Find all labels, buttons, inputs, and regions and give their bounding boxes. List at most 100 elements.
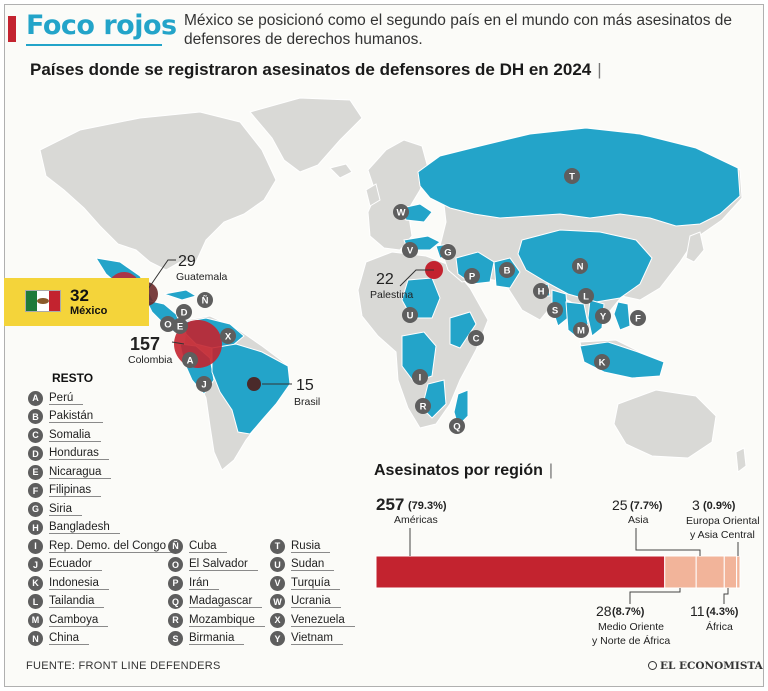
legend-letter-badge: U <box>270 557 285 573</box>
legend-country-name: Camboya <box>49 614 109 627</box>
colombia-value: 157 <box>130 334 160 354</box>
legend-country-name: Siria <box>49 503 83 516</box>
brand-accent-bar <box>8 16 16 42</box>
map-marker-letter: M <box>577 326 585 337</box>
map-marker: L <box>578 288 594 304</box>
map-markers: T W V G P B N H L S Y M F K U C I R Q Ñ DO E X A J <box>160 168 646 434</box>
legend-item: H Bangladesh <box>28 519 176 538</box>
legend-letter-badge: C <box>28 427 43 443</box>
map-marker-circle <box>572 258 588 274</box>
palestina-name: Palestina <box>370 289 413 301</box>
americas-name: Américas <box>394 514 438 526</box>
map-marker-circle <box>499 262 515 278</box>
map-marker-circle <box>594 354 610 370</box>
legend-item: E Nicaragua <box>28 463 176 482</box>
publisher-logo: EL ECONOMISTA <box>648 660 763 672</box>
legend-country-name: Vietnam <box>291 632 343 646</box>
legend-item: D Honduras <box>28 445 176 464</box>
subtitle: México se posicionó como el segundo país… <box>184 12 732 48</box>
europe-pct: (0.9%) <box>703 500 736 512</box>
mena-name-2: y Norte de África <box>592 634 670 647</box>
map-marker-circle <box>440 244 456 260</box>
legend-country-name: Mozambique <box>189 614 265 627</box>
legend-item: Ñ Cuba <box>168 537 265 556</box>
legend-letter-badge: M <box>28 612 43 628</box>
land-new-zealand <box>735 447 747 473</box>
region-title-pipe: | <box>548 462 554 479</box>
legend-country-name: Birmania <box>189 632 245 646</box>
land-north-america <box>39 111 277 271</box>
map-marker-circle <box>196 376 212 392</box>
legend-letter-badge: Y <box>270 631 285 647</box>
legend-letter-badge: S <box>168 631 183 647</box>
legend-letter-badge: P <box>168 575 183 591</box>
asia-name: Asia <box>628 514 649 526</box>
map-marker: P <box>464 268 480 284</box>
africa-name: África <box>706 620 733 633</box>
map-marker-letter: U <box>407 311 414 322</box>
legend-item: G Siria <box>28 500 176 519</box>
legend-letter-badge: B <box>28 409 43 425</box>
map-marker-letter: N <box>577 262 584 273</box>
legend-item: O El Salvador <box>168 556 265 575</box>
map-marker: W <box>393 204 409 220</box>
legend-item: V Turquía <box>270 574 355 593</box>
map-marker: S <box>547 302 563 318</box>
europe-name-1: Europa Oriental <box>686 515 760 527</box>
map-marker-circle <box>393 204 409 220</box>
legend-letter-badge: E <box>28 464 43 480</box>
map-marker-letter: B <box>504 266 511 277</box>
legend-country-name: Rep. Demo. del Congo <box>49 540 176 553</box>
legend-item: I Rep. Demo. del Congo <box>28 537 176 556</box>
legend-column-1: A Perú B Pakistán C Somalia D Honduras E Nicaragu… <box>28 389 176 648</box>
legend-country-name: Irán <box>189 577 219 590</box>
region-bar-segment <box>695 555 725 589</box>
legend-item: A Perú <box>28 389 176 408</box>
legend-country-name: Venezuela <box>291 614 355 627</box>
map-marker: J <box>196 376 212 392</box>
map-marker-circle <box>402 307 418 323</box>
map-marker-circle <box>220 328 236 344</box>
map-marker-letter: S <box>552 306 558 317</box>
legend-letter-badge: F <box>28 483 43 499</box>
map-marker-letter: I <box>419 373 422 384</box>
legend-country-name: Sudan <box>291 558 335 572</box>
land-iceland <box>329 163 353 179</box>
map-marker: H <box>533 283 549 299</box>
map-marker-letter: L <box>583 292 589 303</box>
legend-item: B Pakistán <box>28 408 176 427</box>
legend-item: F Filipinas <box>28 482 176 501</box>
legend-item: L Tailandia <box>28 593 176 612</box>
logo-text: EL ECONOMISTA <box>660 660 763 672</box>
legend-country-name: Filipinas <box>49 484 102 498</box>
region-bar-segment <box>723 555 738 589</box>
legend-letter-badge: W <box>270 594 285 610</box>
legend-letter-badge: X <box>270 612 285 628</box>
colombia-name: Colombia <box>128 354 173 366</box>
legend-letter-badge: J <box>28 557 43 573</box>
map-marker: F <box>630 310 646 326</box>
mexico-value: 32 <box>70 286 89 305</box>
map-marker: I <box>412 369 428 385</box>
leader-mena <box>629 588 681 604</box>
legend-item: C Somalia <box>28 426 176 445</box>
land-australia <box>613 389 717 459</box>
map-marker-letter: G <box>444 248 451 259</box>
legend-country-name: Indonesia <box>49 577 109 590</box>
map-marker-circle <box>468 330 484 346</box>
legend-item: P Irán <box>168 574 265 593</box>
legend-column-2: Ñ Cuba O El Salvador P Irán Q Madagascar R Mozamb… <box>168 537 265 648</box>
legend-country-name: Honduras <box>49 447 109 461</box>
map-marker: C <box>468 330 484 346</box>
map-marker: R <box>415 398 431 414</box>
map-marker: Ñ <box>197 292 213 308</box>
land-uk <box>365 183 381 207</box>
map-title: Países donde se registraron asesinatos d… <box>30 60 602 80</box>
legend-letter-badge: A <box>28 390 43 406</box>
map-marker-letter: D <box>181 308 188 319</box>
map-marker-circle <box>595 308 611 324</box>
map-marker: N <box>572 258 588 274</box>
land-japan <box>685 231 705 263</box>
line-palestina <box>399 269 434 287</box>
